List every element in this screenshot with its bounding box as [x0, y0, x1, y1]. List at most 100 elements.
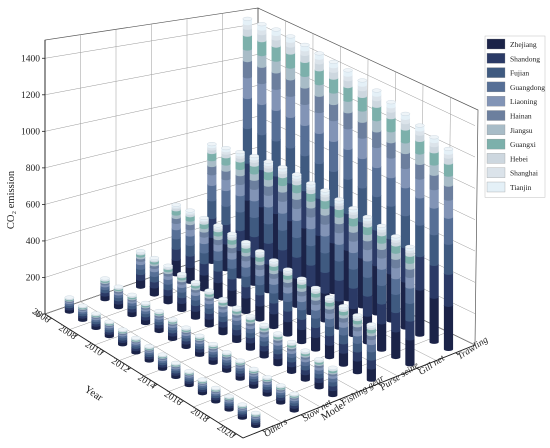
- bar-stack: [286, 340, 297, 374]
- bar-segment: [221, 176, 231, 192]
- bar-top: [144, 344, 154, 349]
- bar-segment: [249, 197, 259, 219]
- year-tick-label: 2016: [162, 390, 184, 409]
- bar-stack: [277, 165, 288, 301]
- bar-segment: [199, 272, 209, 292]
- bar-segment: [285, 93, 296, 118]
- bar-stack: [235, 358, 245, 381]
- bar-top: [213, 223, 223, 228]
- bar-top: [271, 27, 281, 32]
- bar-top: [235, 150, 245, 155]
- bar-segment: [366, 365, 376, 382]
- bar-segment: [429, 262, 439, 299]
- bar-segment: [400, 165, 411, 189]
- year-tick-label: 2012: [109, 357, 131, 376]
- bar-segment: [405, 318, 415, 341]
- bar-segment: [372, 104, 382, 122]
- bar-segment: [328, 101, 339, 122]
- bar-segment: [242, 58, 253, 79]
- bar-top: [224, 394, 234, 399]
- bar-top: [366, 322, 377, 327]
- bar-top: [235, 358, 245, 363]
- bar-top: [231, 305, 242, 310]
- bar-stack: [405, 244, 415, 367]
- mode-tick-label: Others: [263, 417, 290, 440]
- bar-top: [286, 340, 297, 344]
- legend-swatch: [486, 138, 506, 150]
- bar-segment: [386, 115, 396, 133]
- bar-segment: [269, 290, 279, 304]
- bar-stack: [64, 295, 75, 314]
- bar-top: [185, 208, 195, 213]
- bar-segment: [300, 122, 310, 157]
- bar-segment: [292, 217, 302, 239]
- bar-top: [250, 410, 261, 415]
- mode-tick-label: Fishing gear: [339, 374, 386, 410]
- bar-segment: [429, 295, 439, 344]
- bar-segment: [241, 273, 251, 288]
- legend-label: Jiangsu: [510, 126, 533, 135]
- bar-top: [343, 68, 353, 73]
- bar-top: [64, 295, 75, 300]
- bar-top: [221, 350, 232, 355]
- bar-stack: [328, 365, 338, 398]
- bar-segment: [405, 336, 415, 367]
- bar-segment: [255, 302, 265, 322]
- bar-segment: [257, 101, 267, 136]
- bar-top: [227, 231, 237, 236]
- bar-stack: [171, 202, 181, 277]
- bar-stack: [197, 377, 208, 396]
- bar-segment: [320, 249, 330, 274]
- bar-top: [190, 280, 201, 284]
- bar-segment: [213, 257, 223, 272]
- bar-stack: [184, 369, 194, 388]
- bar-stack: [443, 146, 454, 351]
- bar-top: [242, 16, 253, 21]
- bar-stack: [269, 258, 279, 330]
- year-tick-mark: [180, 400, 184, 404]
- bar-segment: [227, 275, 237, 291]
- bar-segment: [257, 131, 267, 171]
- bar-stack: [157, 352, 168, 371]
- bar-segment: [241, 294, 251, 315]
- year-tick-mark: [206, 417, 211, 420]
- bar-stack: [289, 391, 299, 413]
- bar-top: [328, 365, 338, 370]
- bar-top: [245, 314, 256, 319]
- bar-segment: [391, 291, 401, 314]
- bar-top: [140, 300, 151, 305]
- bar-segment: [207, 182, 217, 202]
- y-tick-label: 800: [26, 164, 41, 174]
- bar-top: [194, 333, 205, 338]
- bar-top: [171, 360, 181, 365]
- bar-segment: [314, 67, 324, 86]
- bar-top: [163, 263, 173, 268]
- bar-segment: [429, 205, 439, 236]
- bar-segment: [377, 282, 387, 305]
- bar-segment: [328, 117, 339, 143]
- bar-top: [296, 276, 307, 281]
- bar-top: [207, 142, 217, 147]
- bar-stack: [221, 350, 232, 373]
- bar-segment: [185, 242, 195, 257]
- bar-segment: [443, 271, 454, 307]
- year-tick-mark: [233, 433, 237, 437]
- bar-segment: [221, 203, 231, 226]
- bar-segment: [227, 265, 237, 280]
- bar-segment: [405, 285, 415, 304]
- bar-stack: [113, 284, 124, 310]
- bar-top: [77, 303, 88, 308]
- y-tick-label: 1000: [21, 127, 40, 137]
- bar-segment: [357, 94, 367, 112]
- bar-segment: [241, 283, 251, 299]
- bar-segment: [400, 212, 411, 249]
- year-tick-label: 2008: [56, 323, 78, 342]
- bar-top: [257, 22, 267, 27]
- bar-top: [237, 402, 248, 407]
- bar-stack: [296, 276, 307, 345]
- bar-top: [285, 34, 296, 39]
- bar-stack: [149, 256, 160, 297]
- bar-top: [314, 51, 324, 56]
- bar-segment: [271, 69, 281, 90]
- bar-segment: [300, 85, 310, 106]
